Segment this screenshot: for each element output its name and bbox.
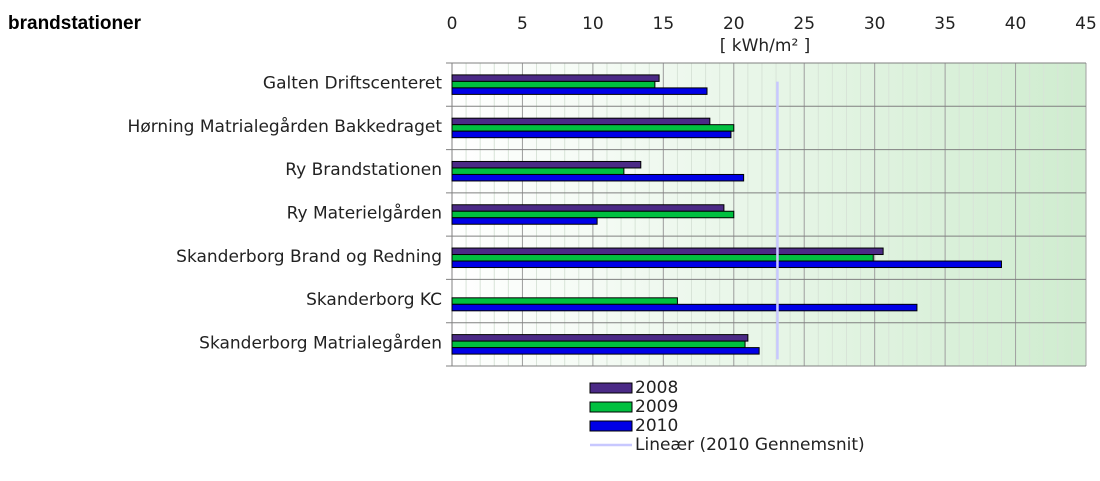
bar <box>451 74 660 82</box>
y-tick-label: Galten Driftscenteret <box>263 74 442 94</box>
x-tick-label: 15 <box>653 14 675 34</box>
bar <box>451 260 1002 269</box>
bar <box>451 297 678 305</box>
bar <box>451 87 708 95</box>
y-tick-label: Skanderborg Matrialegården <box>199 332 442 353</box>
legend-swatch <box>589 420 633 432</box>
legend-swatch <box>589 382 633 394</box>
bar <box>451 160 642 169</box>
bar <box>451 303 918 312</box>
y-tick-label: Skanderborg KC <box>306 290 442 310</box>
x-tick-label: 10 <box>582 14 604 34</box>
bar <box>451 334 749 342</box>
x-tick-label: 20 <box>723 14 745 34</box>
bar <box>451 210 735 219</box>
legend-label: 2008 <box>635 378 678 398</box>
bar <box>451 254 874 262</box>
y-tick-label: Ry Brandstationen <box>285 160 442 180</box>
bar <box>451 173 745 182</box>
x-tick-label: 45 <box>1075 14 1097 34</box>
x-tick-label: 0 <box>447 14 458 34</box>
chart-title: brandstationer <box>8 13 142 34</box>
legend-label: 2009 <box>635 397 678 417</box>
bar <box>451 217 598 225</box>
x-tick-label: 40 <box>1005 14 1027 34</box>
bar <box>451 247 884 256</box>
y-tick-label: Ry Materielgården <box>287 203 442 224</box>
legend-label: 2010 <box>635 416 678 436</box>
bar <box>451 80 656 89</box>
x-tick-label: 25 <box>793 14 815 34</box>
y-tick-label: Hørning Matrialegården Bakkedraget <box>128 116 443 137</box>
x-tick-label: 30 <box>864 14 886 34</box>
bar <box>451 340 746 349</box>
bar <box>451 204 725 212</box>
bar <box>451 124 735 132</box>
x-tick-label: 35 <box>934 14 956 34</box>
x-tick-label: 5 <box>517 14 528 34</box>
bar <box>451 117 711 126</box>
bar <box>451 130 732 139</box>
y-tick-label: Skanderborg Brand og Redning <box>176 247 442 267</box>
bar <box>451 167 625 175</box>
x-axis-label: [ kWh/m² ] <box>720 36 811 56</box>
legend-label: Lineær (2010 Gennemsnit) <box>635 435 865 455</box>
legend-swatch <box>589 401 633 413</box>
bar <box>451 347 760 355</box>
